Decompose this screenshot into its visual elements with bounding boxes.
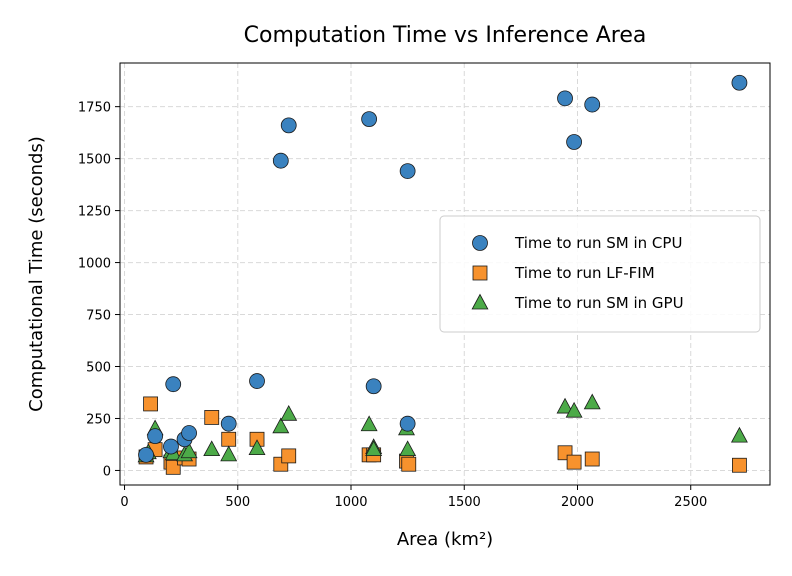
- data-point-square: [281, 448, 297, 464]
- data-point-triangle: [583, 393, 601, 410]
- y-axis-label: Computational Time (seconds): [26, 136, 47, 412]
- chart-title: Computation Time vs Inference Area: [244, 23, 647, 48]
- data-point-triangle: [365, 440, 383, 457]
- data-point-triangle: [360, 415, 378, 432]
- data-point-circle: [584, 96, 601, 113]
- data-point-circle: [249, 373, 265, 389]
- data-point-triangle: [399, 440, 417, 457]
- data-point-triangle: [180, 442, 198, 459]
- series-triangle: [137, 393, 748, 463]
- data-point-circle: [163, 438, 179, 455]
- y-tick-label: 750: [86, 309, 111, 324]
- y-tick-label: 500: [86, 361, 111, 376]
- x-tick-label: 0: [120, 495, 128, 510]
- y-tick-label: 1750: [78, 101, 111, 116]
- data-point-square: [204, 410, 220, 425]
- series-square: [138, 396, 747, 475]
- data-point-circle: [566, 134, 582, 150]
- data-point-circle: [731, 74, 748, 91]
- data-point-circle: [557, 90, 573, 107]
- x-tick-label: 1500: [448, 495, 481, 510]
- data-point-circle: [220, 415, 237, 432]
- data-point-square: [566, 454, 582, 470]
- legend-marker-square: [472, 265, 488, 281]
- y-tick-label: 1250: [78, 205, 111, 220]
- legend: Time to run SM in CPU Time to run LF-FIM T…: [439, 215, 761, 333]
- data-point-circle: [272, 152, 289, 169]
- plot-area-frame: [119, 62, 771, 486]
- data-point-square: [401, 456, 417, 472]
- data-point-circle: [181, 425, 197, 441]
- legend-label: Time to run LF-FIM: [514, 264, 655, 282]
- data-point-circle: [399, 163, 416, 179]
- data-point-circle: [147, 428, 164, 445]
- data-point-square: [732, 457, 747, 473]
- data-point-triangle: [220, 445, 238, 462]
- series-circle: [138, 74, 748, 463]
- legend-label: Time to run SM in CPU: [514, 234, 682, 252]
- y-tick-label: 1500: [78, 153, 111, 168]
- data-point-square: [143, 396, 158, 412]
- legend-marker-circle: [472, 235, 488, 251]
- y-tick-label: 0: [103, 464, 111, 479]
- x-tick-label: 2500: [674, 495, 707, 510]
- data-point-circle: [280, 117, 297, 134]
- x-axis-label: Area (km²): [397, 529, 493, 550]
- legend-marker-triangle: [471, 293, 489, 310]
- data-point-circle: [165, 376, 182, 393]
- data-point-square: [165, 459, 181, 475]
- x-tick-label: 500: [225, 495, 250, 510]
- data-point-triangle: [730, 426, 748, 443]
- data-point-square: [584, 451, 600, 467]
- data-points: [137, 74, 748, 475]
- data-point-triangle: [280, 404, 298, 421]
- data-point-circle: [138, 446, 154, 463]
- x-tick-label: 2000: [561, 495, 594, 510]
- data-point-circle: [361, 111, 378, 128]
- data-point-circle: [399, 415, 416, 432]
- y-tick-label: 1000: [78, 257, 111, 272]
- data-point-triangle: [203, 440, 221, 457]
- data-point-triangle: [556, 397, 574, 414]
- data-point-square: [221, 431, 237, 447]
- data-point-circle: [365, 378, 382, 395]
- data-point-triangle: [272, 417, 290, 434]
- legend-box: [439, 215, 761, 333]
- legend-label: Time to run SM in GPU: [514, 294, 684, 312]
- axis-ticks: 0 500 1000 1500 2000 2500 0 250 500 750 1000 1250 15…: [78, 101, 707, 510]
- data-point-triangle: [248, 439, 266, 456]
- data-point-triangle: [565, 401, 583, 418]
- x-tick-label: 1000: [334, 495, 367, 510]
- y-tick-label: 250: [86, 412, 111, 427]
